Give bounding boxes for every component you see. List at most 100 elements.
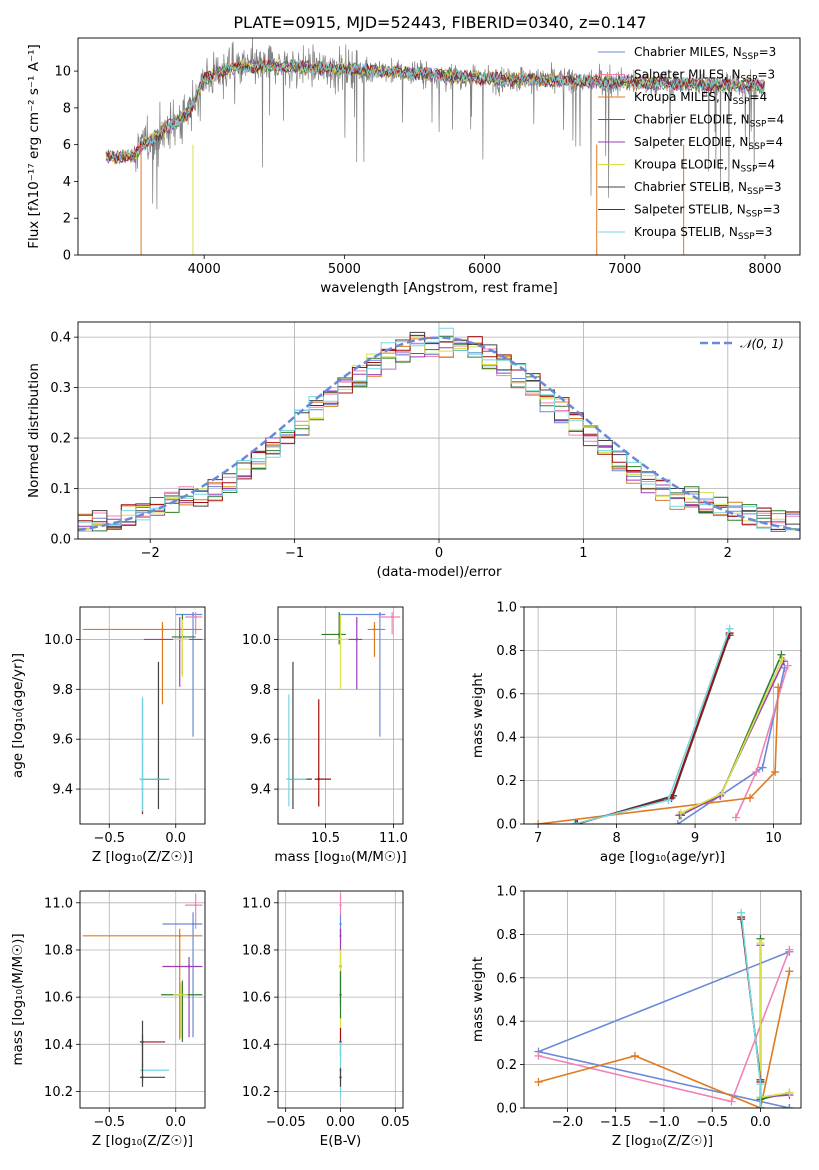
x-axis-label: Z [log₁₀(Z/Z☉)] <box>612 1133 713 1149</box>
y-tick-label: 11.0 <box>242 896 271 911</box>
y-tick-label: 9.6 <box>52 733 73 748</box>
x-tick-label: 8000 <box>748 262 781 277</box>
data-point <box>339 903 342 907</box>
x-tick-label: 0.0 <box>165 1115 186 1130</box>
series-line-7 <box>575 632 731 824</box>
data-point <box>178 934 181 938</box>
y-tick-label: 10.8 <box>242 943 271 958</box>
y-tick-label: 0.8 <box>496 644 517 659</box>
panel-mass-vs-EBV: −0.05 0.00 0.05 10.2 10.4 10.6 10.8 11.0 E(B-V) <box>242 890 410 1149</box>
plot-area <box>286 611 401 810</box>
legend-suffix: =4 <box>750 90 768 104</box>
y-tick-label: 0.2 <box>496 774 517 789</box>
y-tick-label: 0.4 <box>50 331 71 346</box>
data-point <box>355 638 359 641</box>
x-tick-label: 1 <box>579 546 587 561</box>
x-tick-label: 10.5 <box>311 831 340 846</box>
axes-frame <box>277 890 404 1109</box>
y-tick-label: 2 <box>63 212 71 227</box>
x-tick-label: −0.05 <box>266 1115 306 1130</box>
legend-label-1: Salpeter MILES, NSSP=3 <box>634 68 775 85</box>
data-point <box>287 777 291 781</box>
legend-label-7: Salpeter STELIB, NSSP=3 <box>634 203 780 220</box>
x-tick-label: 0.00 <box>326 1115 355 1130</box>
series-marker <box>737 908 746 917</box>
histogram-8 <box>78 327 800 539</box>
x-tick-label: −0.5 <box>696 1115 728 1130</box>
x-tick-label: −0.5 <box>93 1115 125 1130</box>
x-tick-label: −0.5 <box>93 831 125 846</box>
plot-area <box>339 893 342 1099</box>
y-axis-label: age [log₁₀(age/yr)] <box>10 653 26 778</box>
series-line-8 <box>574 628 731 824</box>
legend: 𝒩(0, 1) <box>700 337 784 351</box>
series-marker <box>785 967 794 976</box>
series-marker <box>731 813 740 822</box>
y-axis-label: mass [log₁₀(M/M☉)] <box>10 933 26 1065</box>
series-line-2 <box>538 687 779 824</box>
y-axis-label: Normed distribution <box>26 363 42 498</box>
legend-label: 𝒩(0, 1) <box>740 337 784 351</box>
series-marker <box>725 624 734 633</box>
legend-subscript: SSP <box>746 210 763 220</box>
y-tick-label: 10 <box>54 65 71 80</box>
legend-subscript: SSP <box>747 187 764 197</box>
y-tick-label: 9.8 <box>250 683 271 698</box>
series-marker <box>756 1104 765 1108</box>
y-tick-label: 0.4 <box>496 1015 517 1030</box>
x-axis-label: E(B-V) <box>320 1133 362 1149</box>
plot-area <box>82 893 203 1087</box>
y-tick-label: 9.4 <box>250 783 271 798</box>
x-tick-label: 0.05 <box>381 1115 410 1130</box>
series-marker <box>676 809 685 818</box>
x-axis-label: Z [log₁₀(Z/Z☉)] <box>92 1133 193 1149</box>
y-tick-label: 10.2 <box>242 1085 271 1100</box>
series-marker <box>570 820 579 824</box>
legend-subscript: SSP <box>738 232 755 242</box>
x-axis-label: (data-model)/error <box>376 564 502 580</box>
y-tick-label: 9.4 <box>52 783 73 798</box>
series-marker <box>534 1051 543 1060</box>
x-tick-label: 0 <box>435 546 443 561</box>
data-point <box>378 613 382 616</box>
data-point <box>191 922 195 926</box>
series-marker <box>673 820 682 824</box>
series-line-2 <box>538 971 791 1108</box>
panel-age-vs-mass: 10.5 11.0 9.4 9.6 9.8 10.0 mass [log₁₀(M/M☉)] <box>242 606 408 865</box>
legend-subscript: SSP <box>742 52 759 62</box>
plot-area <box>534 624 792 824</box>
legend-subscript: SSP <box>733 97 750 107</box>
series-marker <box>778 655 787 664</box>
y-tick-label: 0.8 <box>496 928 517 943</box>
x-tick-label: −1.0 <box>648 1115 680 1130</box>
series-marker <box>727 1097 736 1106</box>
axes-frame <box>79 606 206 825</box>
y-tick-label: 10.2 <box>44 1085 73 1100</box>
y-tick-label: 6 <box>63 138 71 153</box>
y-tick-label: 0.0 <box>496 818 517 833</box>
legend-label-6: Chabrier STELIB, NSSP=3 <box>634 180 782 197</box>
y-tick-label: 9.6 <box>250 733 271 748</box>
panel-weight-vs-Z: −2.0 −1.5 −1.0 −0.5 0.0 0.0 0.2 0.4 0.6 0.8 1.0 Z [… <box>470 885 802 1149</box>
x-tick-label: 11.0 <box>379 831 408 846</box>
x-tick-label: 6000 <box>468 262 501 277</box>
y-tick-label: 1.0 <box>496 885 517 900</box>
legend-suffix: =3 <box>759 45 777 59</box>
legend-label-3: Chabrier ELODIE, NSSP=4 <box>634 113 784 130</box>
panel-spectrum: 4000 5000 6000 7000 8000 0 2 4 6 8 10 wavelength [A… <box>26 37 801 296</box>
axes-frame <box>277 606 404 825</box>
plot-area <box>82 611 203 815</box>
data-point <box>141 1076 144 1079</box>
legend-suffix: =3 <box>763 203 781 217</box>
series-marker <box>534 1077 543 1086</box>
legend-label-4: Salpeter ELODIE, NSSP=4 <box>634 135 783 152</box>
axes-frame <box>77 37 801 256</box>
y-tick-label: 0.0 <box>496 1102 517 1117</box>
figure-title: PLATE=0915, MJD=52443, FIBERID=0340, z=0… <box>233 13 646 32</box>
model-spectrum-8 <box>105 58 765 164</box>
y-axis-label: mass weight <box>470 673 486 758</box>
series-marker <box>785 1088 794 1097</box>
x-tick-label: 5000 <box>328 262 361 277</box>
y-tick-label: 0.4 <box>496 731 517 746</box>
